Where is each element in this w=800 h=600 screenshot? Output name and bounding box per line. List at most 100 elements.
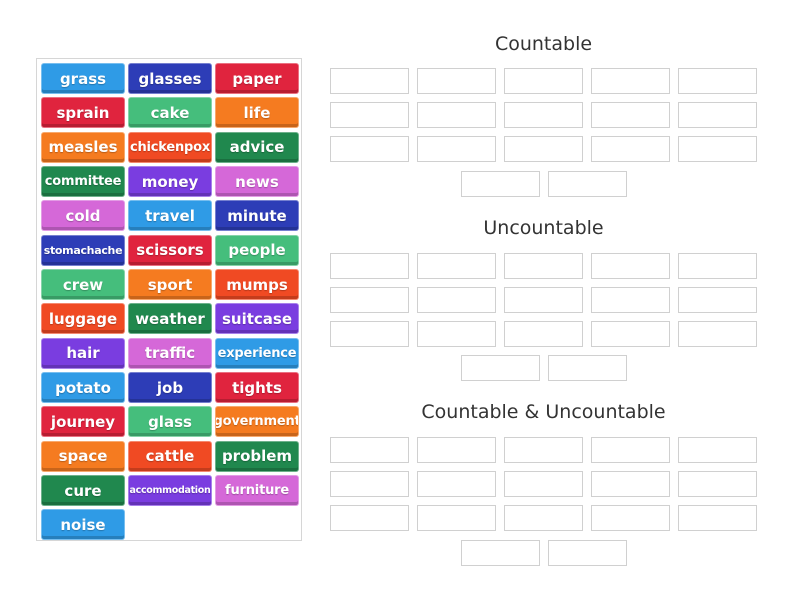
word-tile-news[interactable]: news bbox=[215, 166, 299, 198]
group-title-both: Countable & Uncountable bbox=[421, 401, 666, 423]
word-tile-experience[interactable]: experience bbox=[215, 337, 299, 369]
drop-slot[interactable] bbox=[548, 355, 627, 381]
drop-slot[interactable] bbox=[330, 471, 409, 497]
drop-slot[interactable] bbox=[417, 136, 496, 162]
word-tile-sport[interactable]: sport bbox=[128, 269, 212, 301]
drop-zone-countable-extra bbox=[461, 171, 627, 197]
drop-slot[interactable] bbox=[591, 471, 670, 497]
drop-slot[interactable] bbox=[330, 437, 409, 463]
drop-slot[interactable] bbox=[591, 136, 670, 162]
drop-slot[interactable] bbox=[504, 505, 583, 531]
drop-slot[interactable] bbox=[591, 321, 670, 347]
drop-slot[interactable] bbox=[417, 102, 496, 128]
word-tile-space[interactable]: space bbox=[41, 440, 125, 472]
drop-slot[interactable] bbox=[678, 68, 757, 94]
drop-slot[interactable] bbox=[591, 437, 670, 463]
drop-slot[interactable] bbox=[591, 287, 670, 313]
drop-zone-both-extra bbox=[461, 540, 627, 566]
word-tile-mumps[interactable]: mumps bbox=[215, 269, 299, 301]
word-tile-cold[interactable]: cold bbox=[41, 200, 125, 232]
drop-slot[interactable] bbox=[330, 136, 409, 162]
drop-zone-both bbox=[330, 437, 757, 531]
word-tile-crew[interactable]: crew bbox=[41, 269, 125, 301]
drop-slot[interactable] bbox=[417, 471, 496, 497]
drop-slot[interactable] bbox=[678, 102, 757, 128]
drop-slot[interactable] bbox=[678, 437, 757, 463]
drop-slot[interactable] bbox=[504, 437, 583, 463]
drop-slot[interactable] bbox=[330, 102, 409, 128]
drop-slot[interactable] bbox=[504, 102, 583, 128]
drop-slot[interactable] bbox=[330, 287, 409, 313]
drop-slot[interactable] bbox=[504, 471, 583, 497]
drop-zone-uncountable bbox=[330, 253, 757, 347]
drop-slot[interactable] bbox=[504, 136, 583, 162]
drop-slot[interactable] bbox=[417, 68, 496, 94]
drop-slot[interactable] bbox=[678, 471, 757, 497]
drop-slot[interactable] bbox=[330, 321, 409, 347]
word-tile-weather[interactable]: weather bbox=[128, 303, 212, 335]
word-tile-traffic[interactable]: traffic bbox=[128, 337, 212, 369]
word-tile-hair[interactable]: hair bbox=[41, 337, 125, 369]
word-tile-people[interactable]: people bbox=[215, 234, 299, 266]
drop-slot[interactable] bbox=[548, 540, 627, 566]
drop-zone-uncountable-extra bbox=[461, 355, 627, 381]
drop-slot[interactable] bbox=[678, 136, 757, 162]
word-tile-chickenpox[interactable]: chickenpox bbox=[128, 131, 212, 163]
word-tile-scissors[interactable]: scissors bbox=[128, 234, 212, 266]
drop-slot[interactable] bbox=[461, 540, 540, 566]
word-tile-minute[interactable]: minute bbox=[215, 200, 299, 232]
word-tile-potato[interactable]: potato bbox=[41, 372, 125, 404]
drop-slot[interactable] bbox=[591, 68, 670, 94]
drop-slot[interactable] bbox=[548, 171, 627, 197]
drop-slot[interactable] bbox=[591, 102, 670, 128]
drop-slot[interactable] bbox=[417, 321, 496, 347]
word-tile-measles[interactable]: measles bbox=[41, 131, 125, 163]
drop-slot[interactable] bbox=[504, 253, 583, 279]
drop-slot[interactable] bbox=[678, 287, 757, 313]
drop-slot[interactable] bbox=[417, 437, 496, 463]
word-tile-sprain[interactable]: sprain bbox=[41, 97, 125, 129]
word-tile-glasses[interactable]: glasses bbox=[128, 63, 212, 94]
word-tile-cake[interactable]: cake bbox=[128, 97, 212, 129]
drop-slot[interactable] bbox=[330, 505, 409, 531]
drop-slot[interactable] bbox=[461, 171, 540, 197]
word-tile-furniture[interactable]: furniture bbox=[215, 475, 299, 507]
drop-slot[interactable] bbox=[678, 253, 757, 279]
drop-slot[interactable] bbox=[417, 287, 496, 313]
drop-slot[interactable] bbox=[330, 68, 409, 94]
word-tile-journey[interactable]: journey bbox=[41, 406, 125, 438]
word-tile-grass[interactable]: grass bbox=[41, 63, 125, 94]
word-tile-glass[interactable]: glass bbox=[128, 406, 212, 438]
word-tile-travel[interactable]: travel bbox=[128, 200, 212, 232]
drop-slot[interactable] bbox=[330, 253, 409, 279]
word-tile-life[interactable]: life bbox=[215, 97, 299, 129]
word-tile-cattle[interactable]: cattle bbox=[128, 440, 212, 472]
word-tile-tights[interactable]: tights bbox=[215, 372, 299, 404]
drop-slot[interactable] bbox=[504, 321, 583, 347]
word-tile-problem[interactable]: problem bbox=[215, 440, 299, 472]
word-tile-stomachache[interactable]: stomachache bbox=[41, 234, 125, 266]
word-tile-advice[interactable]: advice bbox=[215, 131, 299, 163]
word-tile-accommodation[interactable]: accommodation bbox=[128, 475, 212, 507]
drop-slot[interactable] bbox=[678, 321, 757, 347]
word-tile-job[interactable]: job bbox=[128, 372, 212, 404]
word-tile-money[interactable]: money bbox=[128, 166, 212, 198]
word-tile-suitcase[interactable]: suitcase bbox=[215, 303, 299, 335]
word-tile-paper[interactable]: paper bbox=[215, 63, 299, 94]
word-bank: grass glasses paper sprain cake life measles ch… bbox=[36, 58, 302, 541]
drop-slot[interactable] bbox=[504, 68, 583, 94]
drop-slot[interactable] bbox=[461, 355, 540, 381]
word-tile-cure[interactable]: cure bbox=[41, 475, 125, 507]
drop-zone-countable bbox=[330, 68, 757, 162]
word-tile-government[interactable]: government bbox=[215, 406, 299, 438]
drop-slot[interactable] bbox=[504, 287, 583, 313]
word-tile-luggage[interactable]: luggage bbox=[41, 303, 125, 335]
drop-slot[interactable] bbox=[591, 253, 670, 279]
word-tile-committee[interactable]: committee bbox=[41, 166, 125, 198]
drop-slot[interactable] bbox=[417, 505, 496, 531]
drop-slot[interactable] bbox=[591, 505, 670, 531]
drop-slot[interactable] bbox=[678, 505, 757, 531]
group-title-countable: Countable bbox=[494, 33, 593, 55]
word-tile-noise[interactable]: noise bbox=[41, 509, 125, 541]
drop-slot[interactable] bbox=[417, 253, 496, 279]
